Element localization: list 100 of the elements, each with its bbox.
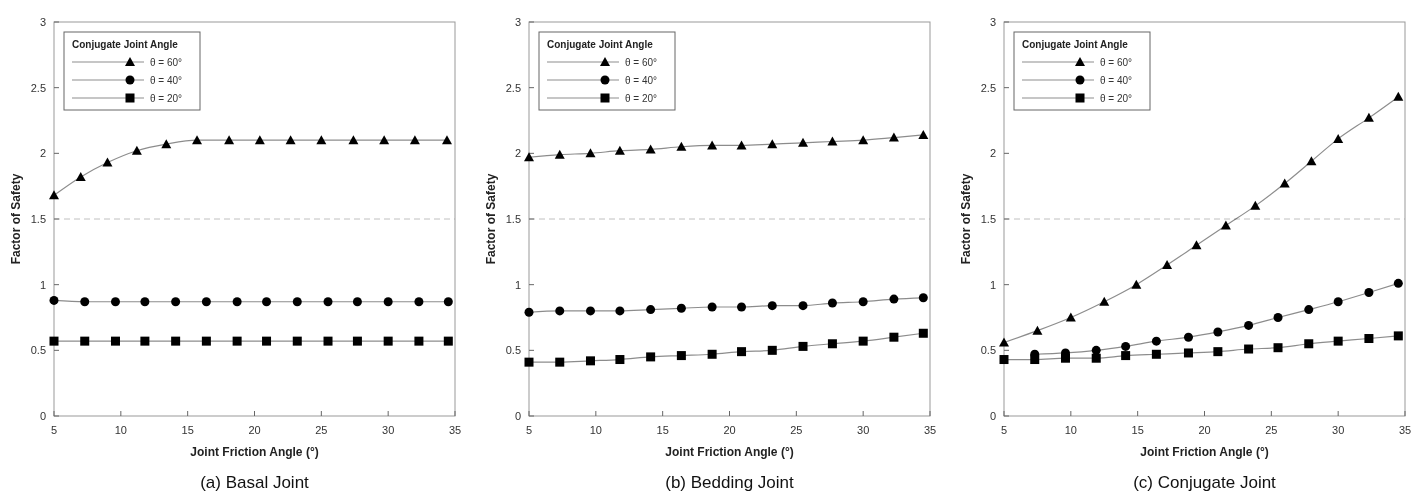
point: [1304, 305, 1314, 315]
point: [49, 190, 59, 200]
x-tick-label: 30: [857, 424, 870, 436]
x-tick-label: 15: [656, 424, 669, 436]
point: [858, 297, 868, 307]
legend-label: θ = 60°: [150, 56, 183, 68]
point: [1151, 349, 1161, 359]
point: [1183, 332, 1193, 342]
point: [171, 297, 181, 307]
y-axis-title: Factor of Safety: [959, 173, 973, 265]
point: [1250, 200, 1261, 210]
point: [1333, 297, 1343, 307]
point: [737, 347, 747, 357]
point: [414, 336, 424, 346]
y-tick-label: 0.5: [30, 344, 46, 357]
point: [798, 341, 808, 351]
point: [676, 351, 686, 361]
point: [1091, 353, 1101, 363]
legend-label: θ = 20°: [1100, 92, 1133, 104]
point: [918, 129, 929, 139]
point: [798, 137, 809, 147]
point: [524, 307, 534, 317]
point: [1183, 348, 1193, 358]
point: [1213, 327, 1223, 337]
x-tick-label: 20: [723, 424, 736, 436]
point: [1220, 220, 1231, 230]
y-tick-label: 0: [514, 409, 521, 422]
x-tick-label: 10: [114, 424, 127, 436]
point: [676, 141, 687, 151]
y-tick-label: 2.5: [980, 81, 996, 94]
point: [615, 306, 625, 316]
x-tick-label: 5: [525, 424, 533, 436]
point: [645, 144, 656, 154]
point: [614, 145, 625, 155]
point: [201, 336, 211, 346]
point: [737, 302, 747, 312]
point: [827, 339, 837, 349]
y-tick-label: 1.5: [30, 212, 46, 225]
point: [323, 297, 333, 307]
y-tick-label: 1.5: [980, 212, 996, 225]
y-tick-label: 2: [989, 147, 996, 160]
point: [707, 349, 717, 359]
point: [1279, 178, 1290, 188]
x-tick-label: 25: [1265, 424, 1278, 436]
point: [827, 136, 838, 146]
legend-label: θ = 40°: [1100, 74, 1133, 86]
x-axis-title: Joint Friction Angle (°): [190, 445, 319, 459]
point: [827, 298, 837, 308]
legend-title: Conjugate Joint Angle: [72, 39, 179, 50]
point: [254, 135, 265, 145]
point: [443, 297, 453, 307]
x-tick-label: 35: [1398, 424, 1412, 436]
point: [110, 297, 120, 307]
point: [767, 301, 777, 311]
point: [285, 135, 296, 145]
legend-label: θ = 40°: [625, 74, 658, 86]
legend-label: θ = 60°: [625, 56, 658, 68]
point: [140, 336, 150, 346]
y-tick-label: 1: [989, 278, 996, 291]
point: [102, 157, 113, 167]
point: [1363, 112, 1374, 122]
point: [1213, 347, 1223, 357]
legend-title: Conjugate Joint Angle: [1022, 39, 1129, 50]
point: [224, 135, 235, 145]
point: [707, 302, 717, 312]
point: [232, 336, 242, 346]
x-tick-label: 35: [923, 424, 937, 436]
point: [1306, 156, 1317, 166]
x-tick-label: 25: [790, 424, 803, 436]
point: [767, 345, 777, 355]
point: [1091, 345, 1101, 355]
y-tick-label: 3: [514, 15, 521, 28]
point: [1121, 351, 1131, 361]
point: [798, 301, 808, 311]
text: (a) Basal Joint: [200, 473, 310, 492]
point: [1364, 288, 1374, 298]
point: [323, 336, 333, 346]
point: [171, 336, 181, 346]
point: [1121, 341, 1131, 351]
x-tick-label: 10: [1064, 424, 1077, 436]
point: [49, 295, 59, 305]
point: [414, 297, 424, 307]
x-tick-label: 5: [1000, 424, 1008, 436]
point: [767, 139, 778, 149]
point: [585, 148, 596, 158]
y-tick-label: 0: [989, 409, 996, 422]
y-tick-label: 2: [39, 147, 46, 160]
point: [1393, 91, 1404, 101]
x-tick-label: 20: [248, 424, 261, 436]
point: [615, 355, 625, 365]
point: [1304, 339, 1314, 349]
x-tick-label: 15: [1131, 424, 1144, 436]
x-tick-label: 15: [181, 424, 194, 436]
x-tick-label: 20: [1198, 424, 1211, 436]
point: [1333, 133, 1344, 143]
x-tick-label: 30: [382, 424, 395, 436]
point: [292, 297, 302, 307]
point: [1333, 336, 1343, 346]
point: [918, 328, 928, 338]
point: [232, 297, 242, 307]
